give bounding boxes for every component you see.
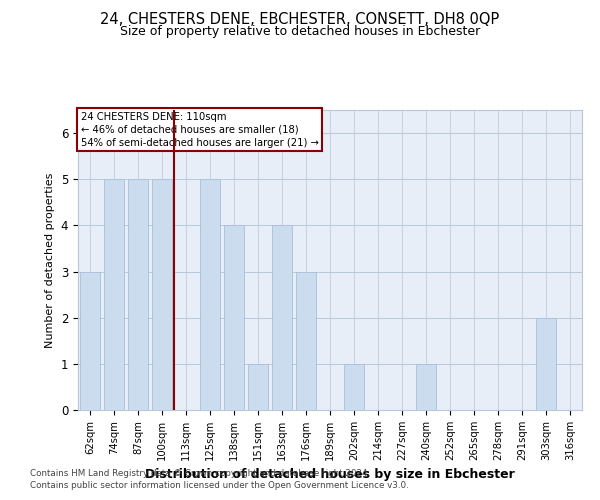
X-axis label: Distribution of detached houses by size in Ebchester: Distribution of detached houses by size … [145, 468, 515, 481]
Text: Contains HM Land Registry data © Crown copyright and database right 2024.: Contains HM Land Registry data © Crown c… [30, 468, 370, 477]
Text: 24 CHESTERS DENE: 110sqm
← 46% of detached houses are smaller (18)
54% of semi-d: 24 CHESTERS DENE: 110sqm ← 46% of detach… [80, 112, 319, 148]
Text: Size of property relative to detached houses in Ebchester: Size of property relative to detached ho… [120, 25, 480, 38]
Text: Contains public sector information licensed under the Open Government Licence v3: Contains public sector information licen… [30, 481, 409, 490]
Bar [248, 364, 268, 410]
Bar [224, 226, 244, 410]
Bar [104, 179, 124, 410]
Bar [344, 364, 364, 410]
Bar [296, 272, 316, 410]
Bar [536, 318, 556, 410]
Bar [80, 272, 100, 410]
Y-axis label: Number of detached properties: Number of detached properties [45, 172, 55, 348]
Bar [200, 179, 220, 410]
Text: 24, CHESTERS DENE, EBCHESTER, CONSETT, DH8 0QP: 24, CHESTERS DENE, EBCHESTER, CONSETT, D… [100, 12, 500, 28]
Bar [272, 226, 292, 410]
Bar [152, 179, 172, 410]
Bar [128, 179, 148, 410]
Bar [416, 364, 436, 410]
